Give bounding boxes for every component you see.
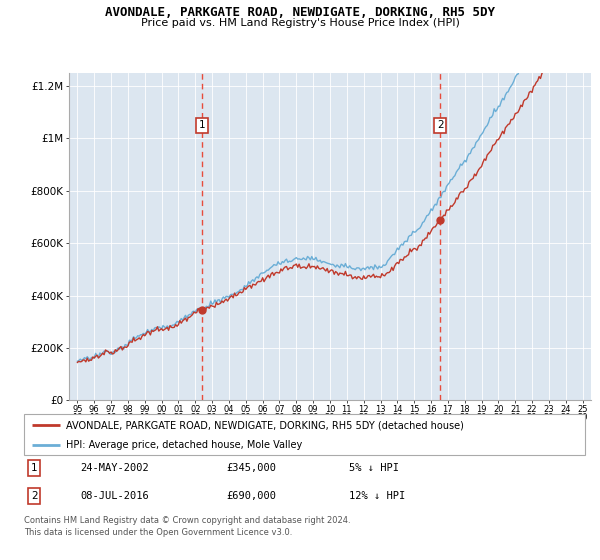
Text: £690,000: £690,000 [226, 491, 276, 501]
Text: 08-JUL-2016: 08-JUL-2016 [80, 491, 149, 501]
Text: Price paid vs. HM Land Registry's House Price Index (HPI): Price paid vs. HM Land Registry's House … [140, 18, 460, 29]
Text: AVONDALE, PARKGATE ROAD, NEWDIGATE, DORKING, RH5 5DY: AVONDALE, PARKGATE ROAD, NEWDIGATE, DORK… [105, 6, 495, 18]
Text: £345,000: £345,000 [226, 463, 276, 473]
Point [197, 306, 207, 315]
Text: 5% ↓ HPI: 5% ↓ HPI [349, 463, 400, 473]
FancyBboxPatch shape [24, 414, 585, 455]
Text: 2: 2 [437, 120, 443, 130]
Point [436, 215, 445, 224]
Text: 1: 1 [199, 120, 205, 130]
Text: Contains HM Land Registry data © Crown copyright and database right 2024.
This d: Contains HM Land Registry data © Crown c… [24, 516, 350, 537]
Text: 24-MAY-2002: 24-MAY-2002 [80, 463, 149, 473]
Text: HPI: Average price, detached house, Mole Valley: HPI: Average price, detached house, Mole… [66, 440, 302, 450]
Text: 1: 1 [31, 463, 37, 473]
Text: 2: 2 [31, 491, 37, 501]
Text: AVONDALE, PARKGATE ROAD, NEWDIGATE, DORKING, RH5 5DY (detached house): AVONDALE, PARKGATE ROAD, NEWDIGATE, DORK… [66, 421, 464, 430]
Text: 12% ↓ HPI: 12% ↓ HPI [349, 491, 406, 501]
